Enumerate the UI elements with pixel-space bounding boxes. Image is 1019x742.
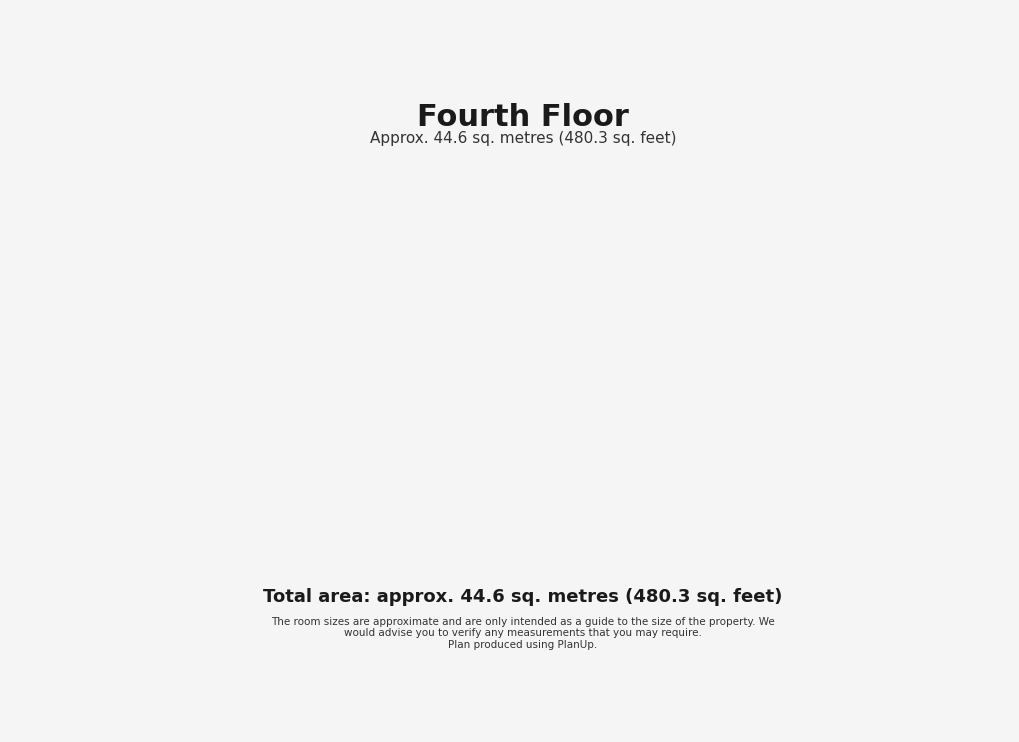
Text: Fourth Floor: Fourth Floor [417,103,628,132]
Text: The room sizes are approximate and are only intended as a guide to the size of t: The room sizes are approximate and are o… [271,617,773,627]
Text: Approx. 44.6 sq. metres (480.3 sq. feet): Approx. 44.6 sq. metres (480.3 sq. feet) [369,131,676,146]
Text: would advise you to verify any measurements that you may require.: would advise you to verify any measureme… [343,628,701,638]
Text: Plan produced using PlanUp.: Plan produced using PlanUp. [447,640,597,650]
Text: Total area: approx. 44.6 sq. metres (480.3 sq. feet): Total area: approx. 44.6 sq. metres (480… [263,588,782,606]
